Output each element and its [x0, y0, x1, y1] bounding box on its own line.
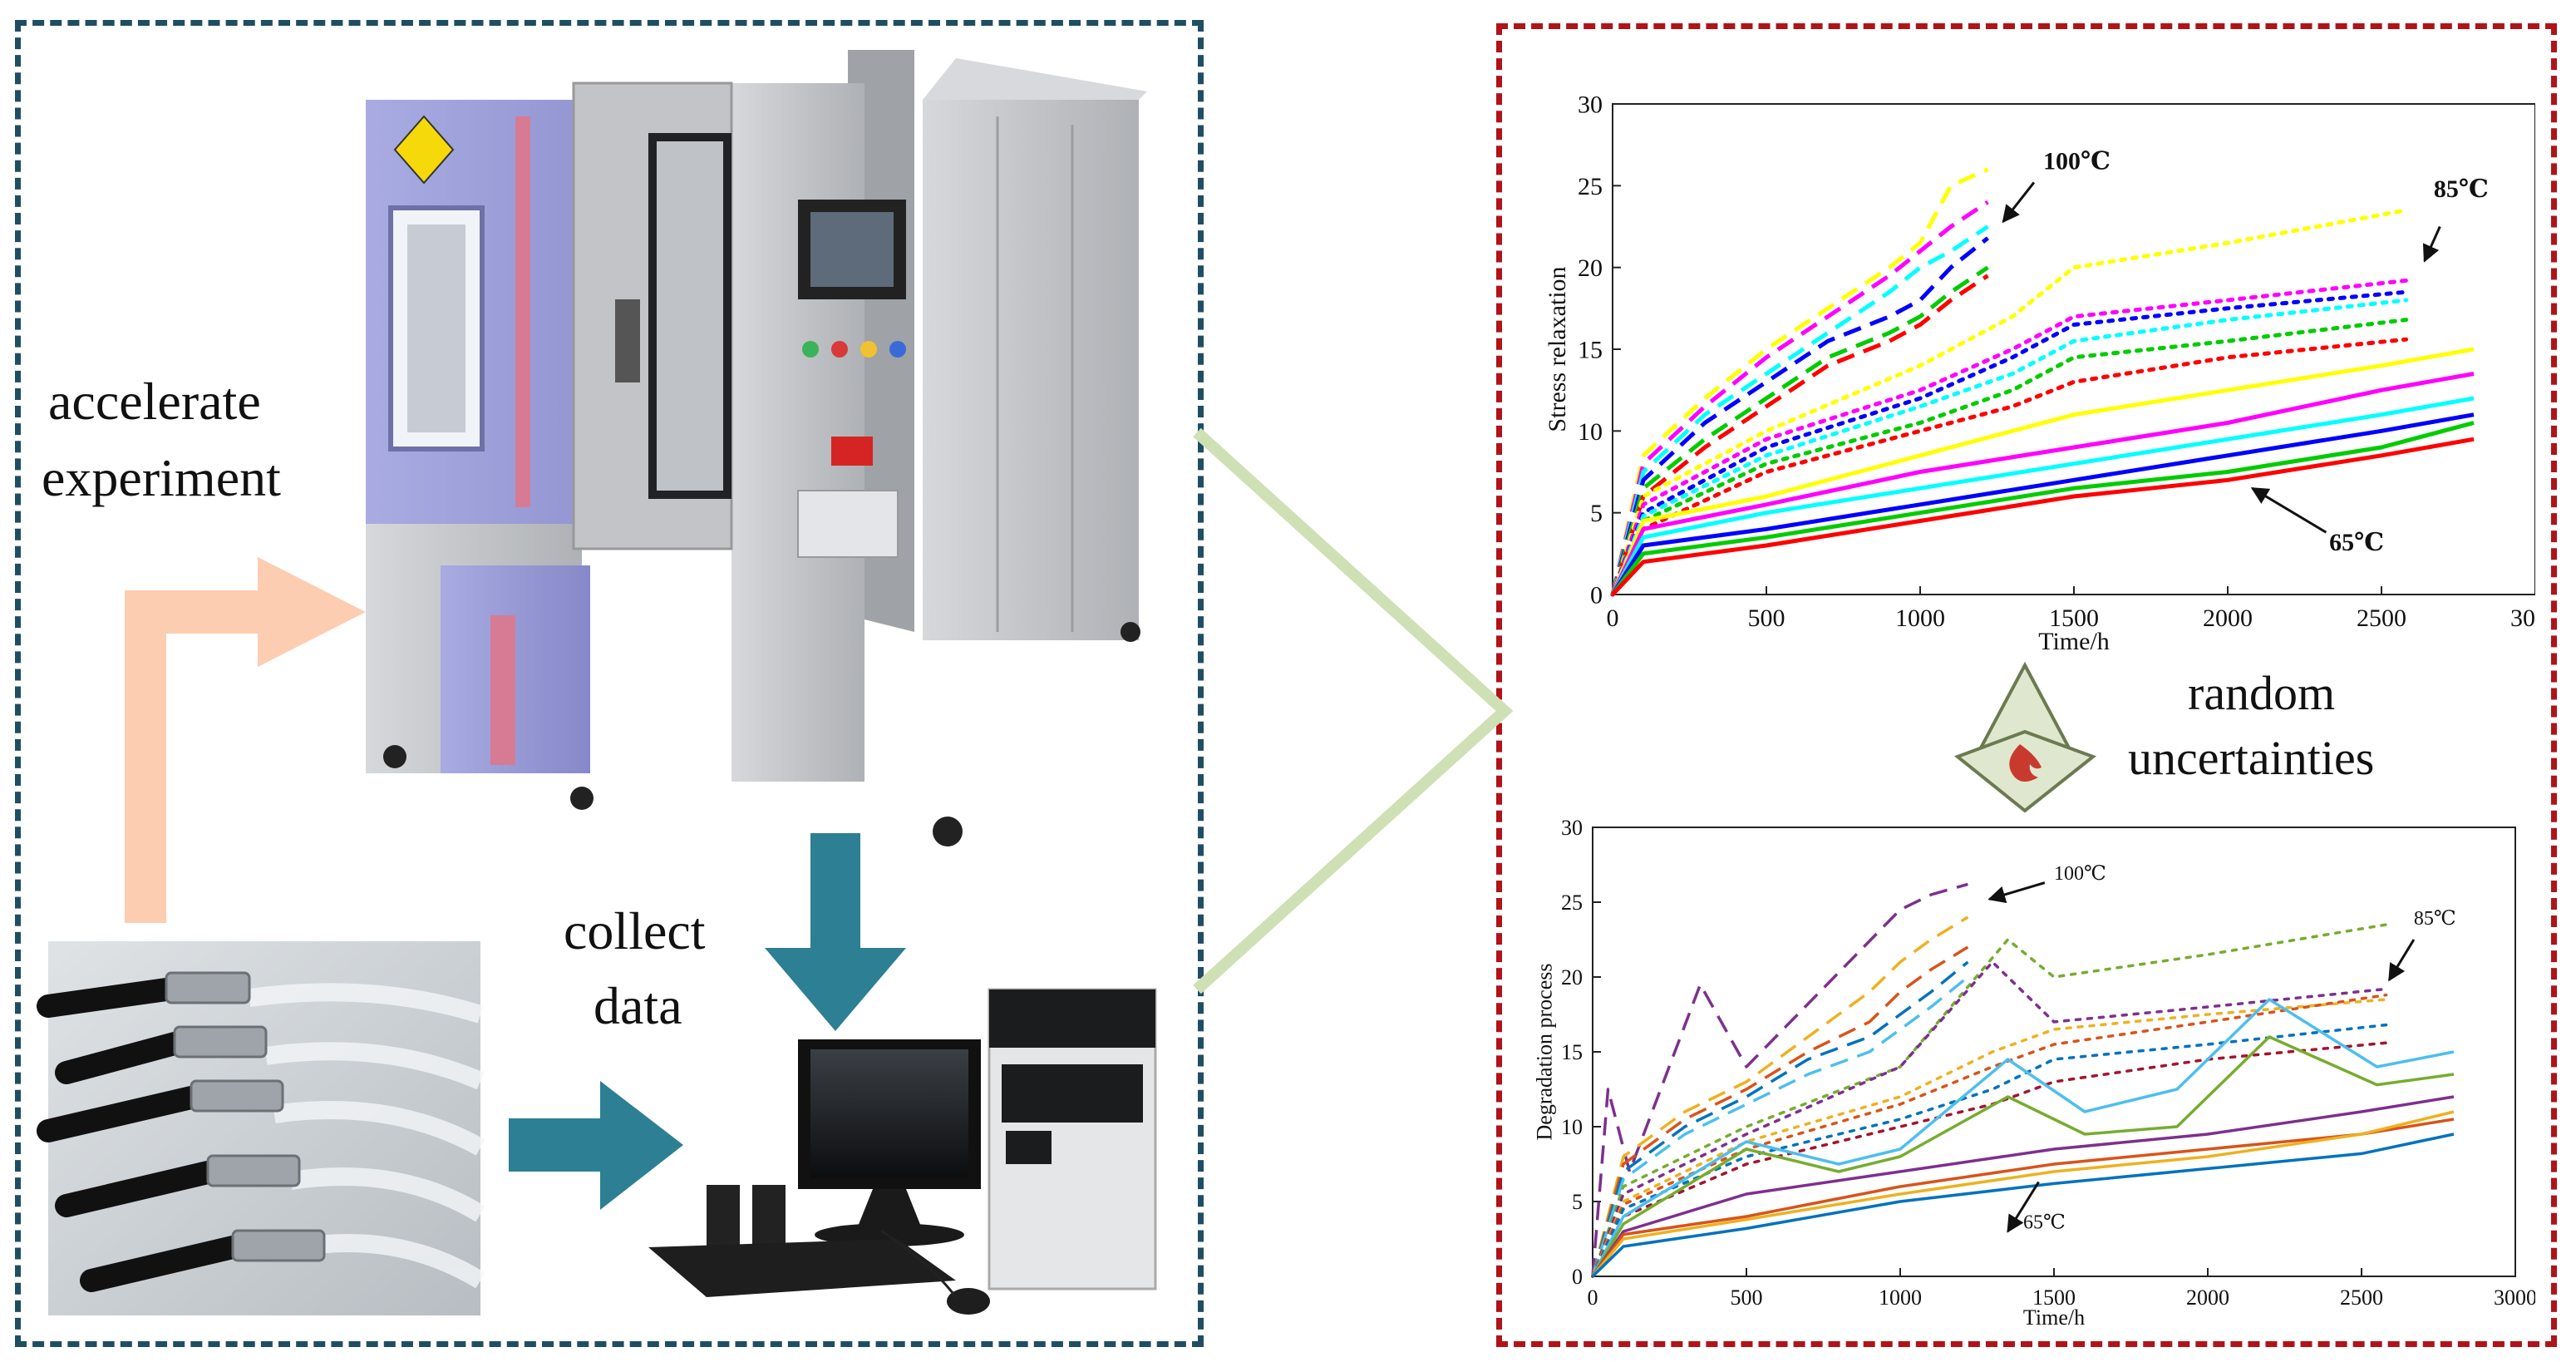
plot-area	[1612, 103, 2535, 595]
y-tick-label: 15	[1561, 1040, 1583, 1064]
annotation-arrow-85	[2422, 225, 2441, 263]
y-tick-label: 30	[1561, 816, 1583, 840]
annotation-label-0: 100℃	[2054, 863, 2106, 885]
y-tick-label: 25	[1561, 891, 1583, 915]
series-line-85c-10	[1610, 318, 2409, 597]
series-line-65c-14	[1610, 396, 2475, 596]
x-tick-label: 1000	[1895, 605, 1945, 632]
x-axis-label: Time/h	[2023, 1305, 2085, 1330]
x-tick-label: 2000	[2203, 605, 2253, 632]
y-axis-label: Degradation process	[1533, 964, 1557, 1141]
teal-arrow-right	[509, 1081, 683, 1210]
annotation-label-1: 85℃	[2414, 908, 2456, 930]
annotation-label-1: 85℃	[2434, 175, 2489, 203]
annotation-label-0: 100℃	[2043, 148, 2111, 175]
annotation-arrow-85	[2388, 939, 2416, 982]
series-line-85c-5	[1591, 923, 2388, 1278]
experiment-panel	[15, 20, 1204, 1347]
plot-area	[1592, 827, 2516, 1277]
series-line-65c-16	[1591, 1133, 2455, 1278]
random-label: random	[2188, 666, 2336, 720]
sensor-photo	[37, 941, 485, 1315]
series-line-100c-0	[1591, 882, 1968, 1277]
y-tick-label: 30	[1578, 91, 1603, 119]
x-tick-label: 500	[1731, 1286, 1763, 1310]
series-line-100c-3	[1591, 960, 1969, 1277]
series-line-65c-13	[1610, 372, 2475, 596]
data-panel	[1496, 23, 2557, 1347]
series-line-85c-7	[1610, 278, 2409, 597]
data-label: data	[594, 976, 682, 1035]
computer	[648, 988, 1157, 1315]
series-line-85c-8	[1610, 289, 2409, 597]
annotation-arrow-100	[2002, 181, 2036, 224]
experiment-label: experiment	[42, 448, 281, 507]
y-tick-label: 5	[1572, 1190, 1583, 1214]
annotation-arrow-100	[1987, 881, 2046, 904]
series-line-100c-4	[1610, 265, 1989, 595]
annotation-label-2: 65℃	[2023, 1211, 2066, 1233]
x-tick-label: 1000	[1879, 1286, 1922, 1310]
x-tick-label: 2000	[2186, 1286, 2229, 1310]
series-line-65c-11	[1591, 998, 2455, 1277]
series-line-100c-3	[1610, 236, 1989, 595]
uncertainties-label: uncertainties	[2128, 731, 2375, 785]
series-line-100c-1	[1610, 200, 1989, 595]
annotation-label-2: 65℃	[2329, 529, 2384, 556]
y-tick-label: 10	[1578, 418, 1603, 446]
series-line-65c-17	[1611, 437, 2475, 596]
x-tick-label: 2500	[2340, 1286, 2383, 1310]
x-tick-label: 500	[1748, 605, 1785, 632]
x-tick-label: 1500	[2049, 605, 2099, 632]
y-axis-label: Stress relaxation	[1544, 266, 1571, 432]
series-line-85c-8	[1591, 993, 2388, 1278]
series-line-65c-12	[1610, 347, 2475, 595]
x-tick-label: 0	[1607, 605, 1619, 632]
peach-arrow	[125, 557, 366, 923]
series-line-65c-15	[1591, 1110, 2455, 1278]
series-line-85c-11	[1610, 337, 2409, 597]
x-tick-label: 3000	[2510, 605, 2535, 632]
y-tick-label: 25	[1578, 173, 1603, 200]
series-line-85c-7	[1591, 998, 2388, 1278]
series-line-65c-13	[1591, 1095, 2455, 1277]
x-tick-label: 0	[1588, 1286, 1598, 1310]
series-line-100c-4	[1591, 975, 1969, 1277]
x-axis-label: Time/h	[2038, 628, 2110, 655]
y-tick-label: 0	[1590, 582, 1603, 609]
x-tick-label: 3000	[2494, 1286, 2535, 1310]
teal-arrow-down	[765, 833, 906, 1031]
climate-chamber	[366, 50, 1147, 846]
x-tick-label: 1500	[2032, 1286, 2076, 1310]
series-line-65c-12	[1591, 1035, 2455, 1277]
degradation-process-chart: 0 500 1000 1500 2000 2500 3000 0 5 10 15 20 25 30 Time…	[1533, 816, 2535, 1330]
series-line-85c-9	[1591, 1023, 2388, 1278]
series-line-100c-5	[1610, 274, 1989, 595]
series-line-85c-6	[1591, 960, 2388, 1278]
series-line-100c-1	[1591, 915, 1969, 1277]
annotation-arrow-65	[2007, 1181, 2040, 1233]
y-tick-label: 10	[1561, 1115, 1583, 1139]
flow-connector	[1193, 427, 1514, 994]
series-line-100c-2	[1591, 945, 1969, 1277]
accelerate-label: accelerate	[48, 372, 261, 431]
y-tick-label: 15	[1578, 337, 1603, 364]
series-line-100c-0	[1610, 167, 1989, 595]
series-line-85c-10	[1591, 1041, 2388, 1278]
annotation-arrow-65	[2250, 486, 2327, 534]
series-line-100c-2	[1610, 225, 1989, 595]
stress-relaxation-chart: 0 500 1000 1500 2000 2500 3000 0 5 10 15 20 25 30 Time…	[1544, 91, 2535, 655]
series-line-85c-9	[1610, 298, 2409, 597]
collect-label: collect	[564, 901, 706, 960]
y-tick-label: 0	[1572, 1265, 1583, 1289]
uncertainty-icon	[1953, 661, 2097, 813]
series-line-65c-15	[1610, 412, 2475, 596]
x-tick-label: 2500	[2357, 605, 2406, 632]
y-tick-label: 5	[1590, 500, 1603, 527]
y-tick-label: 20	[1578, 254, 1603, 282]
y-tick-label: 20	[1561, 965, 1583, 989]
series-line-85c-6	[1610, 208, 2409, 597]
series-line-65c-16	[1611, 421, 2475, 596]
